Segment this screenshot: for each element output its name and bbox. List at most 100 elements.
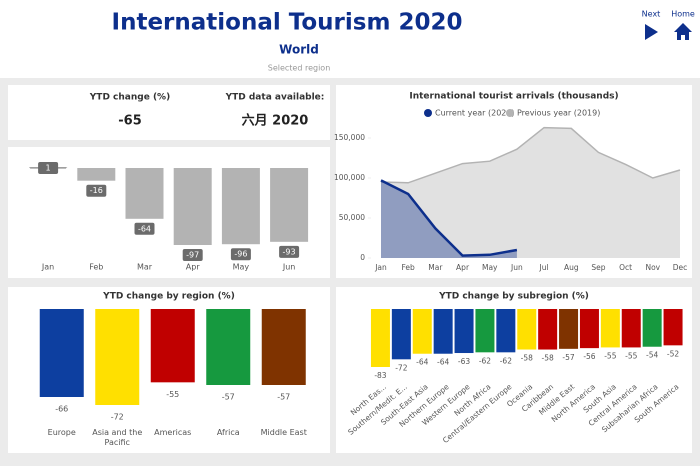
bar xyxy=(173,168,212,245)
next-icon[interactable] xyxy=(645,24,658,40)
x-tick-label: Feb xyxy=(89,263,103,272)
chart-title: YTD change by region (%) xyxy=(102,292,235,302)
next-button[interactable]: Next xyxy=(642,10,661,41)
y-tick-label: 150,000 xyxy=(334,133,365,142)
value-label: -63 xyxy=(458,357,470,366)
value-label: -55 xyxy=(166,390,179,399)
value-label: 1 xyxy=(46,164,51,173)
bar xyxy=(221,168,260,245)
chart-title: International tourist arrivals (thousand… xyxy=(409,92,618,102)
kpi-label: YTD change (%) xyxy=(89,93,170,103)
x-tick-label: Europe xyxy=(47,428,76,437)
label-box xyxy=(279,245,300,258)
x-tick-label: Sep xyxy=(591,263,605,272)
x-tick-label: Nov xyxy=(645,263,660,272)
legend-label: Previous year (2019) xyxy=(517,109,600,118)
line xyxy=(380,126,681,184)
bar xyxy=(663,309,683,346)
value-label: -64 xyxy=(416,358,428,367)
bar xyxy=(270,168,309,242)
value-label: -58 xyxy=(521,354,533,363)
x-tick-label: Africa xyxy=(216,428,240,437)
label-box xyxy=(38,162,59,174)
value-label: -66 xyxy=(55,405,68,414)
bar xyxy=(125,168,164,219)
value-label: -56 xyxy=(583,352,595,361)
value-label: -52 xyxy=(667,349,679,358)
kpi-value: 六月 2020 xyxy=(242,113,309,129)
x-tick-label: Mar xyxy=(428,263,443,272)
value-label: -72 xyxy=(111,413,124,422)
value-label: -55 xyxy=(604,351,616,360)
x-tick-label: May xyxy=(482,263,498,272)
area xyxy=(381,180,517,258)
x-tick-label: Aug xyxy=(564,263,579,272)
bar xyxy=(77,168,116,181)
label-box xyxy=(134,222,155,235)
label-box xyxy=(230,248,251,261)
bar xyxy=(621,309,641,348)
legend-marker xyxy=(424,109,432,117)
value-label: -55 xyxy=(625,351,637,360)
bar xyxy=(433,309,453,354)
x-tick-label: Jan xyxy=(41,263,54,272)
kpi-panel xyxy=(8,85,330,140)
home-icon[interactable] xyxy=(674,23,692,40)
y-tick-label: 0 xyxy=(360,253,365,262)
bar xyxy=(496,309,516,353)
x-tick-label: Jul xyxy=(539,263,549,272)
kpi-value: -65 xyxy=(118,114,142,129)
bar xyxy=(150,309,195,383)
x-tick-label-box: Africa xyxy=(216,428,240,437)
x-tick-label: Feb xyxy=(402,263,416,272)
title: International Tourism 2020 xyxy=(112,10,463,36)
bar xyxy=(261,309,306,385)
chart-title: YTD change by subregion (%) xyxy=(438,292,589,302)
bar xyxy=(95,309,140,405)
value-label: -93 xyxy=(283,247,296,256)
legend-marker xyxy=(506,109,514,117)
value-label: -54 xyxy=(646,351,658,360)
x-tick-label: May xyxy=(233,263,250,272)
bar xyxy=(475,309,495,353)
x-tick-label: Jun xyxy=(510,263,523,272)
bar xyxy=(39,309,84,397)
x-tick-label: Jan xyxy=(374,263,387,272)
value-label: -72 xyxy=(395,363,407,372)
value-label: -57 xyxy=(222,393,235,402)
x-tick-label: Oct xyxy=(619,263,632,272)
home-button[interactable]: Home xyxy=(671,10,695,41)
y-tick-label: 100,000 xyxy=(334,173,365,182)
value-label: -64 xyxy=(138,224,151,233)
x-tick-label: Americas xyxy=(154,428,192,437)
bar xyxy=(454,309,474,354)
value-label: -62 xyxy=(479,356,491,365)
value-label: -16 xyxy=(90,186,103,195)
caption: Selected region xyxy=(268,64,331,73)
value-label: -57 xyxy=(562,353,574,362)
label-box xyxy=(182,249,203,261)
x-tick-label: Asia and the Pacific xyxy=(92,428,143,447)
bar xyxy=(538,309,558,350)
kpi-label: YTD data available: xyxy=(225,93,325,103)
value-label: -97 xyxy=(186,251,199,260)
line xyxy=(380,179,518,257)
x-tick-label: Jun xyxy=(282,263,296,272)
bar xyxy=(391,309,411,360)
home-label[interactable]: Home xyxy=(671,10,695,19)
value-label: -83 xyxy=(374,371,386,380)
bar xyxy=(517,309,537,350)
x-tick-label-box: Middle East xyxy=(261,428,307,437)
x-tick-label: Apr xyxy=(456,263,470,272)
bar xyxy=(600,309,620,348)
label-box xyxy=(86,184,107,197)
bar xyxy=(412,309,432,354)
y-tick-label: 50,000 xyxy=(339,213,365,222)
next-label[interactable]: Next xyxy=(642,10,661,19)
value-label: -58 xyxy=(542,354,554,363)
bar xyxy=(579,309,599,349)
x-tick-label-box: Asia and the Pacific xyxy=(92,428,143,447)
x-tick-label: Dec xyxy=(673,263,688,272)
bar xyxy=(370,309,390,367)
